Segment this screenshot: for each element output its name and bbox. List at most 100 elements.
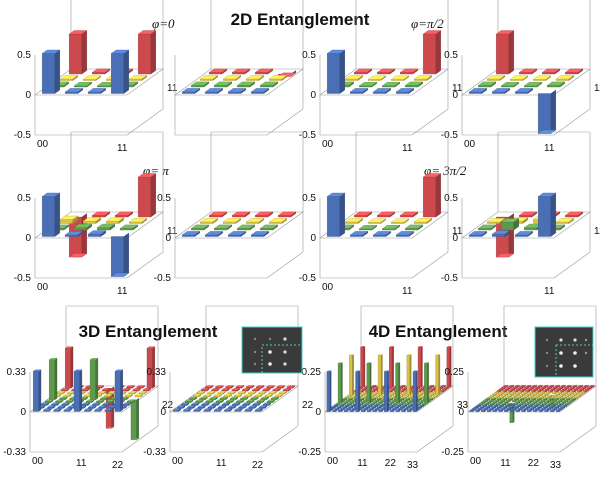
bar-side	[421, 346, 423, 388]
bar-top	[550, 396, 556, 398]
bar-top	[517, 391, 523, 393]
z-tick-label: 0.33	[7, 367, 27, 378]
bar	[372, 231, 392, 237]
z-tick-label: -0.25	[298, 447, 321, 458]
bar-top	[569, 399, 575, 401]
bar-top	[536, 389, 542, 392]
bar-top	[32, 369, 42, 372]
bar-front	[191, 85, 205, 88]
bar-top	[549, 401, 555, 403]
bar-top	[512, 386, 518, 388]
bar-top	[389, 393, 395, 395]
bar-top	[494, 407, 500, 409]
x-tick-label: 00	[37, 139, 49, 150]
bar-top	[181, 88, 201, 93]
bar	[234, 408, 243, 412]
bar-top	[525, 389, 531, 392]
bar-top	[250, 396, 259, 399]
bar-top	[471, 407, 477, 409]
bar-front	[111, 53, 124, 94]
bar-front	[122, 389, 129, 392]
bar-front	[396, 91, 410, 94]
bar-side	[438, 354, 441, 396]
bar-front	[246, 221, 260, 224]
bar-top	[572, 385, 578, 387]
bar	[184, 399, 194, 403]
bar	[95, 399, 105, 403]
bar-side	[435, 30, 441, 75]
bar-top	[197, 405, 206, 408]
bar-top	[104, 408, 114, 411]
bar	[333, 404, 339, 408]
x-tick-label: 00	[464, 139, 476, 150]
bar-top	[377, 354, 383, 356]
bar-side	[95, 357, 99, 401]
bar-top	[519, 389, 525, 392]
bar	[194, 399, 204, 403]
bar-front	[199, 398, 206, 400]
bar-top	[421, 402, 427, 405]
bar-top	[554, 398, 560, 400]
bar-front	[217, 407, 224, 409]
bar	[248, 405, 258, 409]
bar-top	[399, 211, 419, 216]
bar-front	[228, 91, 242, 94]
bar-top	[134, 393, 144, 396]
bar-side	[38, 369, 42, 412]
bar-front	[98, 407, 105, 409]
bar-front	[234, 409, 241, 412]
bar	[214, 385, 224, 389]
bar-front	[501, 85, 514, 88]
bar-front	[407, 410, 411, 412]
bar-top	[204, 88, 224, 93]
bar	[44, 399, 54, 403]
bar-top	[400, 385, 406, 387]
bar-front	[42, 196, 55, 237]
inset-image-4d	[534, 326, 594, 378]
bar-top	[370, 398, 377, 400]
bar-top	[326, 370, 332, 372]
bar-top	[503, 401, 509, 403]
bar-top	[375, 394, 381, 396]
x-tick-label: 00	[32, 456, 44, 467]
z-tick-label: 0.5	[302, 193, 316, 204]
bar-top	[97, 391, 107, 393]
bar-top	[507, 389, 514, 392]
bar-front	[511, 400, 516, 403]
bar-front	[126, 386, 133, 389]
bar-front	[189, 398, 195, 400]
bar-top	[56, 391, 66, 393]
bar	[114, 369, 124, 412]
bar-top	[278, 391, 288, 393]
bar-top	[552, 386, 558, 388]
bar-front	[215, 401, 222, 403]
bar-front	[88, 91, 101, 94]
bar	[128, 390, 138, 395]
bar	[548, 405, 554, 409]
bar-top	[562, 404, 568, 406]
bar	[518, 211, 538, 218]
bar-front	[478, 228, 492, 231]
bar-top	[583, 385, 589, 387]
bar	[73, 81, 93, 88]
bar-top	[372, 88, 392, 93]
bar-top	[211, 402, 221, 405]
bar-front	[191, 404, 198, 406]
bar-top	[359, 398, 365, 400]
bar	[196, 390, 206, 395]
bar	[395, 362, 401, 404]
bar-top	[361, 388, 367, 390]
z-tick-label: 0	[458, 407, 464, 418]
bar-front	[515, 410, 520, 412]
bar-front	[254, 409, 261, 412]
bar-side	[392, 346, 394, 388]
floor-base	[121, 425, 159, 453]
bar	[246, 399, 255, 403]
bar-top	[242, 402, 251, 405]
bar-front	[65, 234, 78, 237]
bar-front	[97, 392, 104, 395]
bar-top	[529, 394, 536, 396]
bar-top	[399, 406, 406, 408]
bar-top	[530, 389, 537, 392]
bar-top	[582, 389, 588, 392]
